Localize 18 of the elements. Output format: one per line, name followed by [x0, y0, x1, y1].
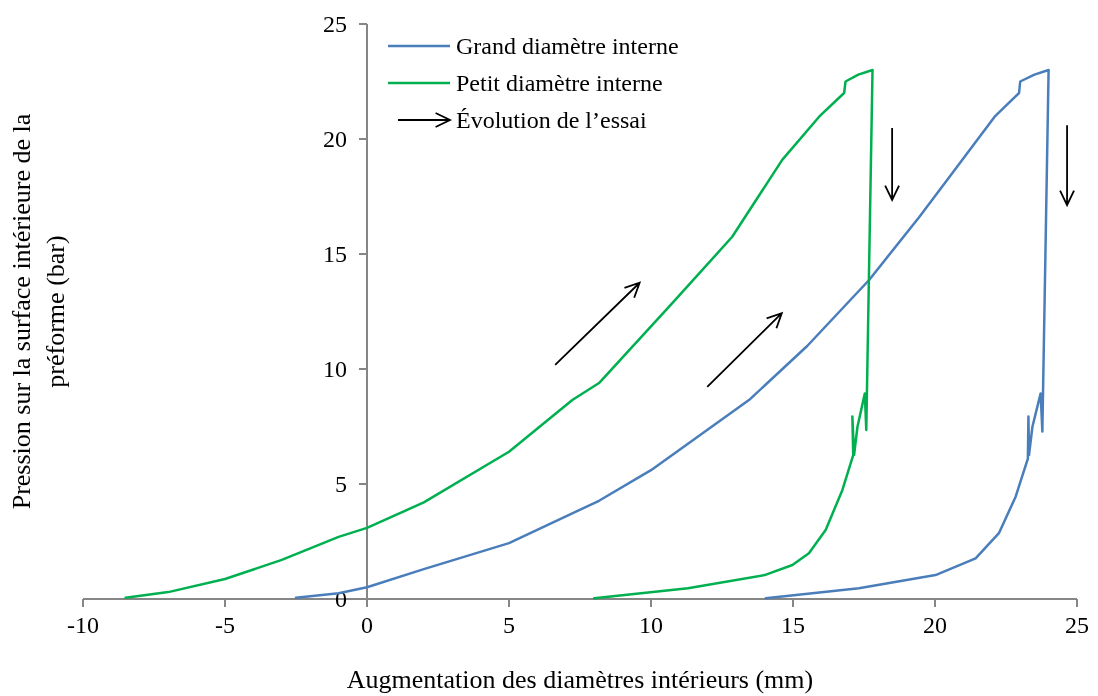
x-tick-label: 0 [361, 612, 373, 638]
y-tick-label: 20 [323, 126, 347, 152]
legend-label: Grand diamètre interne [456, 33, 679, 59]
x-tick-label: 25 [1065, 612, 1089, 638]
x-tick-label: -10 [67, 612, 99, 638]
y-tick-label: 25 [323, 11, 347, 37]
y-tick-label: 10 [323, 356, 347, 382]
y-tick-label: 5 [335, 471, 347, 497]
x-tick-label: 15 [781, 612, 805, 638]
x-tick-label: 10 [639, 612, 663, 638]
y-axis-title: Pression sur la surface intérieure de la préforme (bar) [7, 113, 70, 510]
x-tick-label: 20 [923, 612, 947, 638]
y-tick-label: 15 [323, 241, 347, 267]
annotation: Évolution de l’essai [456, 107, 647, 133]
x-axis-title: Augmentation des diamètres intérieurs (mm) [346, 665, 814, 694]
legend-label: Petit diamètre interne [456, 70, 663, 96]
x-tick-label: -5 [215, 612, 235, 638]
x-tick-label: 5 [503, 612, 515, 638]
